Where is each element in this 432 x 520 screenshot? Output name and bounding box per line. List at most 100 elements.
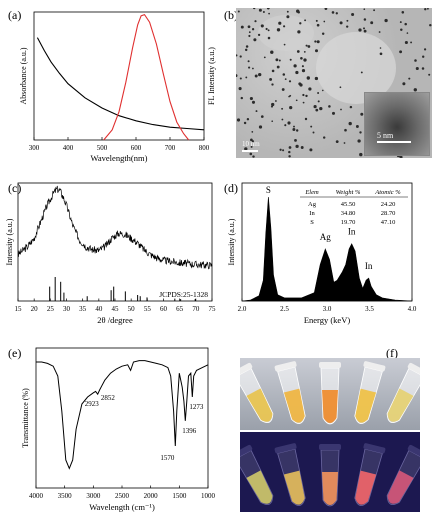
nanoparticle-dot [316, 40, 320, 44]
x-axis-label: Energy (keV) [304, 315, 351, 325]
nanoparticle-dot [406, 32, 409, 34]
nanoparticle-dot [295, 70, 299, 75]
nanoparticle-dot [271, 83, 274, 86]
nanoparticle-dot [236, 54, 238, 57]
nanoparticle-dot [255, 110, 258, 113]
nanoparticle-dot [265, 27, 268, 31]
nanoparticle-dot [249, 96, 253, 101]
nanoparticle-dot [422, 55, 425, 58]
nanoparticle-dot [252, 67, 254, 70]
nanoparticle-dot [266, 8, 270, 10]
x-tick-label: 1000 [201, 492, 216, 500]
nanoparticle-dot [321, 89, 324, 92]
nanoparticle-dot [360, 71, 363, 74]
nanoparticle-dot [313, 105, 317, 109]
nanoparticle-dot [245, 76, 248, 79]
vial-solution [322, 390, 338, 423]
vial-cap [319, 362, 341, 368]
nanoparticle-dot [339, 86, 342, 89]
nanoparticle-dot [400, 28, 403, 32]
x-tick-label: 45 [112, 305, 120, 313]
nanoparticle-dot [299, 83, 303, 87]
vial-solution [355, 470, 377, 505]
nanoparticle-dot [249, 152, 253, 156]
nanoparticle-dot [276, 28, 281, 32]
nanoparticle-dot [427, 8, 429, 10]
nanoparticle-dot [344, 128, 347, 132]
nanoparticle-dot [421, 67, 425, 70]
plot-frame [33, 11, 205, 141]
nanoparticle-dot [305, 94, 308, 98]
nanoparticle-dot [281, 88, 285, 91]
nanoparticle-dot [258, 72, 262, 77]
nanoparticle-dot [275, 58, 279, 62]
nanoparticle-dot [286, 10, 289, 13]
nanoparticle-dot [288, 146, 292, 149]
x-tick-label: 400 [63, 144, 74, 152]
nanoparticle-dot [247, 60, 250, 63]
vial [354, 361, 386, 424]
nanoparticle-dot [301, 65, 304, 68]
y-axis-label: Intensity (a.u.) [227, 218, 236, 265]
nanoparticle-dot [339, 21, 343, 25]
nanoparticle-dot [243, 121, 247, 125]
vial-cap [274, 361, 297, 372]
nanoparticle-dot [304, 19, 307, 22]
nanoparticle-dot [346, 25, 349, 28]
nanoparticle-dot [251, 140, 255, 143]
vial-solution [246, 470, 273, 504]
nanoparticle-dot [284, 124, 287, 127]
x-tick-label: 50 [128, 305, 136, 313]
nanoparticle-dot [302, 101, 305, 104]
x-tick-label: 3.5 [365, 305, 374, 313]
nanoparticle-dot [260, 115, 264, 118]
peak-label: Ag [320, 232, 331, 242]
nanoparticle-dot [315, 108, 319, 112]
vial-cap [319, 444, 341, 450]
nanoparticle-dot [359, 131, 362, 134]
peak-label: In [365, 261, 373, 271]
nanoparticle-dot [245, 45, 249, 48]
nanoparticle-dot [335, 12, 338, 15]
vial [386, 362, 420, 424]
nanoparticle-dot [378, 31, 381, 33]
table-cell: 34.80 [341, 210, 356, 217]
vial-cap [240, 444, 253, 460]
nanoparticle-dot [429, 23, 432, 27]
ir-spectrum [36, 360, 209, 470]
main-scale-bar [242, 150, 258, 152]
chart-a: 300 400 500 600 700 800 Wavelength(nm) Absorban… [19, 11, 216, 163]
x-tick-label: 300 [29, 144, 40, 152]
nanoparticle-dot [244, 147, 248, 151]
nanoparticle-dot [288, 95, 290, 98]
x-tick-label: 70 [192, 305, 200, 313]
nanoparticle-dot [324, 8, 328, 10]
nanoparticle-dot [299, 22, 302, 25]
x-tick-label: 2000 [144, 492, 159, 500]
vial [274, 443, 306, 506]
nanoparticle-dot [282, 73, 286, 76]
x-tick-label: 55 [144, 305, 152, 313]
peak-annotation: 1273 [189, 403, 204, 411]
vial-solution [283, 470, 305, 505]
nanoparticle-dot [267, 29, 270, 32]
nanoparticle-dot [289, 58, 292, 61]
x-tick-label: 75 [209, 305, 217, 313]
nanoparticle-dot [305, 44, 308, 47]
nanoparticle-dot [310, 125, 313, 128]
nanoparticle-dot [262, 11, 265, 13]
xrd-trace [17, 185, 213, 270]
nanoparticle-dot [408, 77, 411, 80]
inset-scale-bar [377, 141, 411, 143]
chart-d: S Ag In In 2.0 2.5 3.0 3.5 4.0 Energy (keV) Intens… [227, 182, 417, 325]
nanoparticle-dot [399, 50, 403, 54]
nanoparticle-dot [251, 100, 256, 104]
vial [240, 444, 274, 506]
nanoparticle-dot [410, 41, 413, 44]
x-tick-label: 65 [176, 305, 184, 313]
nanoparticle-dot [252, 8, 256, 10]
panel-label-e: (e) [8, 346, 22, 360]
vial-cap [363, 443, 386, 454]
nanoparticle-dot [363, 29, 367, 33]
y-axis-label-left: Absorbance (a.u.) [19, 47, 28, 104]
